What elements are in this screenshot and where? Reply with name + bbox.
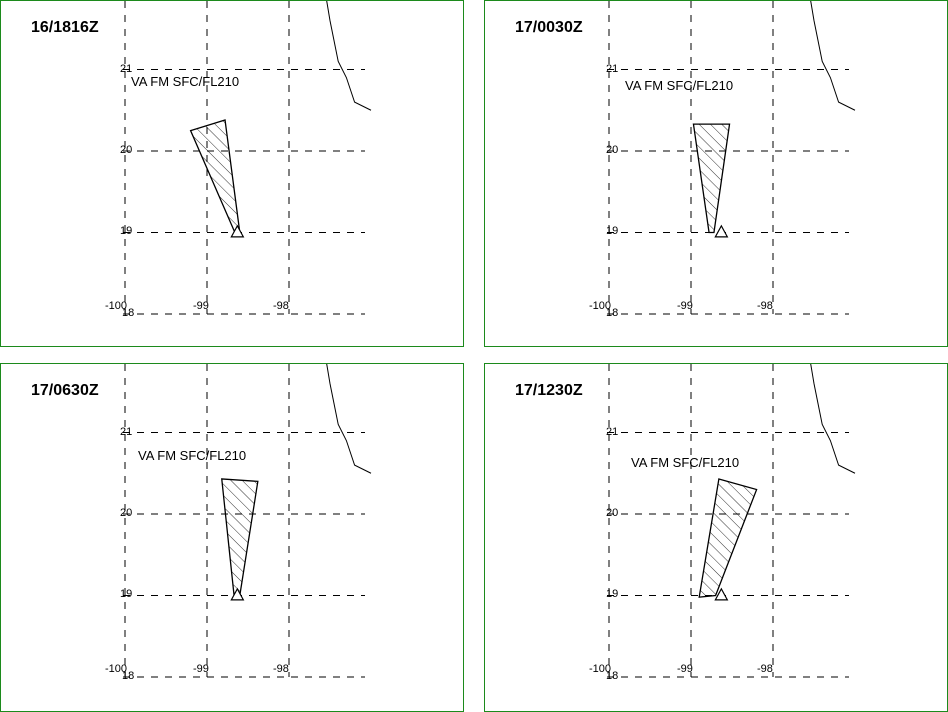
lat-tick-21: 21 [120,426,133,438]
volcano-icon [714,587,729,601]
map-panel-2: 17/0030Z VA FM SFC/FL210 21 20 19 18 -10… [484,0,948,347]
lon-tick-100: -100 [589,663,612,675]
coastline [326,364,372,474]
volcano-icon [230,587,245,601]
lat-tick-20: 20 [120,507,133,519]
lon-tick-100: -100 [105,300,128,312]
time-label: 17/0030Z [515,19,583,36]
lat-tick-19: 19 [606,588,619,600]
lat-tick-18: 18 [606,307,619,319]
map-panel-3: 17/0630Z VA FM SFC/FL210 21 20 19 18 -10… [0,363,464,712]
lat-tick-18: 18 [122,307,135,319]
lat-tick-20: 20 [606,144,619,156]
lat-tick-21: 21 [606,426,619,438]
ash-cloud-polygon [698,478,758,598]
time-label: 16/1816Z [31,19,99,36]
ash-cloud-polygon [189,119,241,234]
map-panel-4: 17/1230Z VA FM SFC/FL210 21 20 19 18 -10… [484,363,948,712]
va-label: VA FM SFC/FL210 [138,448,247,463]
ash-cloud-polygon [692,123,731,234]
map-svg-2 [607,1,856,315]
volcano-icon [230,224,245,238]
lon-tick-100: -100 [105,663,128,675]
lat-tick-18: 18 [606,670,619,682]
map-svg-1 [123,1,372,315]
lon-tick-99: -99 [677,663,693,675]
lat-tick-19: 19 [120,588,133,600]
map-svg-4 [607,364,856,678]
lon-tick-98: -98 [273,663,289,675]
va-label: VA FM SFC/FL210 [625,78,734,93]
lat-tick-21: 21 [606,63,619,75]
va-label: VA FM SFC/FL210 [631,455,740,470]
map-panel-1: 16/1816Z VA FM SFC/FL210 21 20 19 18 -10… [0,0,464,347]
coastline [326,1,372,111]
lon-tick-99: -99 [677,300,693,312]
lat-tick-20: 20 [120,144,133,156]
lat-tick-19: 19 [606,225,619,237]
lon-tick-99: -99 [193,663,209,675]
time-label: 17/0630Z [31,382,99,399]
map-svg-3 [123,364,372,678]
lon-tick-98: -98 [757,663,773,675]
lat-tick-18: 18 [122,670,135,682]
lon-tick-99: -99 [193,300,209,312]
lat-tick-19: 19 [120,225,133,237]
va-label: VA FM SFC/FL210 [131,74,240,89]
coastline [810,1,856,111]
lon-tick-98: -98 [273,300,289,312]
ash-cloud-polygon [221,478,259,597]
lon-tick-100: -100 [589,300,612,312]
lon-tick-98: -98 [757,300,773,312]
coastline [810,364,856,474]
lat-tick-21: 21 [120,63,133,75]
time-label: 17/1230Z [515,382,583,399]
volcano-icon [714,224,729,238]
lat-tick-20: 20 [606,507,619,519]
